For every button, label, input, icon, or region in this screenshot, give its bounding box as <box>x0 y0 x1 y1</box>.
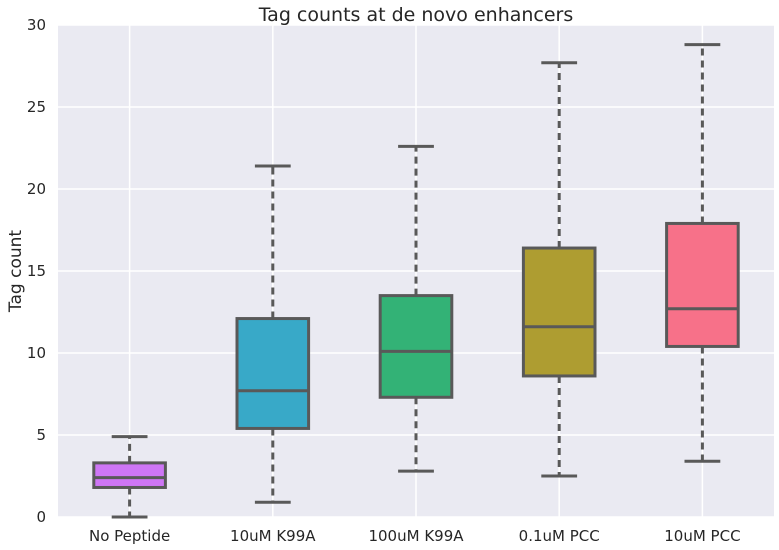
y-tick-label: 0 <box>36 508 46 526</box>
box-body <box>521 246 597 378</box>
x-tick-label: No Peptide <box>89 527 170 545</box>
box-3 <box>378 144 454 473</box>
y-axis-label: Tag count <box>6 230 26 313</box>
box-body <box>235 317 311 430</box>
y-tick-label: 20 <box>27 180 46 198</box>
box-1 <box>92 435 167 519</box>
y-tick-label: 10 <box>27 344 46 362</box>
y-tick-label: 5 <box>36 426 46 444</box>
box-body <box>92 461 167 489</box>
boxes <box>92 43 740 519</box>
box-5 <box>665 43 740 463</box>
y-axis-ticks: 0 5 10 15 20 25 30 <box>27 16 46 526</box>
box-body <box>665 221 740 348</box>
box-2 <box>235 164 311 504</box>
box-4 <box>521 61 597 478</box>
x-tick-label: 0.1uM PCC <box>519 527 600 545</box>
x-tick-label: 10uM K99A <box>230 527 316 545</box>
x-tick-label: 100uM K99A <box>368 527 464 545</box>
x-axis-ticks: No Peptide 10uM K99A 100uM K99A 0.1uM PCC 10… <box>89 527 741 545</box>
y-tick-label: 15 <box>27 262 46 280</box>
chart-title: Tag counts at de novo enhancers <box>258 4 574 26</box>
x-tick-label: 10uM PCC <box>664 527 740 545</box>
box-body <box>378 294 454 399</box>
y-tick-label: 25 <box>27 98 46 116</box>
y-tick-label: 30 <box>27 16 46 34</box>
